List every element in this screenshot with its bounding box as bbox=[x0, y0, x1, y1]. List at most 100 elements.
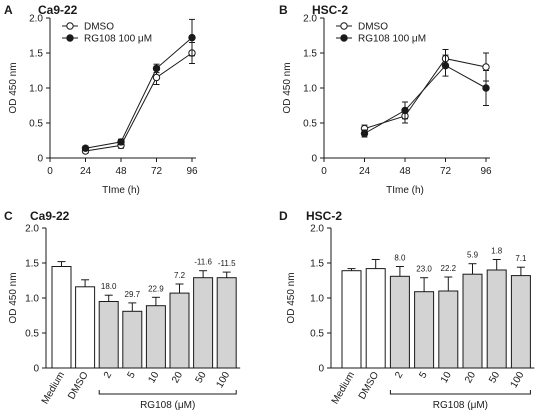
y-tick-label: 2.0 bbox=[310, 224, 324, 235]
x-tick-label: 50 bbox=[487, 370, 502, 386]
y-tick-label: 0.5 bbox=[310, 329, 324, 340]
bar bbox=[75, 286, 96, 369]
x-tick-label: 10 bbox=[146, 370, 161, 386]
legend-label: DMSO bbox=[358, 22, 388, 33]
y-axis-label: OD 450 nm bbox=[286, 272, 297, 323]
panel-letter: C bbox=[4, 209, 13, 223]
x-tick-label: 0 bbox=[47, 166, 53, 177]
x-tick-label: 72 bbox=[151, 166, 163, 177]
y-tick-label: 0 bbox=[318, 364, 324, 375]
y-axis-label: OD 450 nm bbox=[8, 272, 19, 323]
data-point bbox=[482, 84, 490, 92]
x-axis-label: TIme (h) bbox=[386, 185, 424, 196]
data-point bbox=[117, 138, 125, 146]
data-point bbox=[401, 106, 409, 115]
bar bbox=[414, 291, 435, 369]
x-tick-label: 24 bbox=[359, 166, 371, 177]
bar bbox=[122, 310, 143, 369]
data-point bbox=[441, 61, 450, 70]
bar-annotation: -11.6 bbox=[194, 258, 212, 267]
bar bbox=[51, 266, 72, 369]
x-tick-label: 20 bbox=[463, 370, 478, 386]
bar bbox=[462, 273, 483, 369]
bar bbox=[216, 277, 237, 369]
bar-annotation: 22.9 bbox=[148, 284, 164, 293]
chart-title: HSC-2 bbox=[306, 209, 342, 223]
y-tick-label: 2.0 bbox=[303, 14, 317, 25]
x-tick-label: 5 bbox=[417, 370, 430, 381]
panel-letter: A bbox=[4, 3, 13, 17]
bar-annotation: 8.0 bbox=[394, 254, 406, 263]
legend-marker bbox=[340, 34, 348, 42]
x-tick-label: 48 bbox=[115, 166, 127, 177]
y-tick-label: 1.5 bbox=[310, 259, 324, 270]
legend-marker bbox=[340, 22, 348, 30]
chart-title: Ca9-22 bbox=[38, 3, 78, 17]
data-point bbox=[81, 144, 90, 152]
series-line bbox=[364, 58, 487, 130]
legend-label: DMSO bbox=[84, 22, 114, 33]
bar-annotation: 18.0 bbox=[101, 282, 117, 291]
series-line bbox=[85, 37, 193, 149]
group-label: RG108 (μM) bbox=[433, 400, 488, 411]
y-tick-label: 0.5 bbox=[303, 119, 317, 130]
x-tick-label: 100 bbox=[214, 370, 232, 390]
group-bracket bbox=[389, 390, 531, 395]
y-tick-label: 2.0 bbox=[29, 14, 43, 25]
bar bbox=[193, 277, 214, 369]
bar-annotation: 22.2 bbox=[441, 264, 457, 273]
bar bbox=[341, 270, 362, 369]
y-tick-label: 2.0 bbox=[25, 224, 39, 235]
y-tick-label: 0 bbox=[37, 154, 43, 165]
y-tick-label: 0.5 bbox=[25, 329, 39, 340]
bar bbox=[510, 275, 531, 369]
bar-annotation: 29.7 bbox=[125, 290, 141, 299]
group-bracket bbox=[98, 390, 237, 395]
x-tick-label: 0 bbox=[321, 166, 327, 177]
x-tick-label: 24 bbox=[80, 166, 92, 177]
x-tick-label: 96 bbox=[186, 166, 198, 177]
chart-panel-b: B HSC-2 0 0.5 1.0 1.5 2.0 OD 450 nm 0 24 48 72 96 TIm… bbox=[279, 3, 492, 196]
y-tick-label: 1.0 bbox=[25, 294, 39, 305]
chart-title: Ca9-22 bbox=[30, 209, 70, 223]
bar-annotation: 7.2 bbox=[174, 271, 186, 280]
bar-annotation: -11.5 bbox=[218, 259, 236, 268]
x-tick-label: DMSO bbox=[66, 370, 91, 402]
y-tick-label: 1.5 bbox=[29, 49, 43, 60]
x-tick-label: 10 bbox=[439, 370, 454, 386]
y-tick-label: 1.5 bbox=[303, 49, 317, 60]
x-tick-label: 48 bbox=[399, 166, 411, 177]
series-line bbox=[85, 52, 193, 152]
legend-label: RG108 100 μM bbox=[358, 34, 426, 45]
bar bbox=[438, 290, 459, 369]
x-tick-label: 72 bbox=[440, 166, 452, 177]
y-tick-label: 1.5 bbox=[25, 259, 39, 270]
y-axis-label: OD 450 nm bbox=[8, 62, 19, 113]
bar bbox=[169, 292, 190, 369]
y-tick-label: 0.5 bbox=[29, 119, 43, 130]
x-tick-label: 2 bbox=[102, 370, 115, 381]
data-point bbox=[482, 63, 490, 71]
chart-panel-c: C Ca9-22 0 0.5 1.0 1.5 2.0 OD 450 nm Medium DMSO 1… bbox=[4, 209, 241, 411]
panel-letter: D bbox=[279, 209, 288, 223]
y-tick-label: 0 bbox=[311, 154, 317, 165]
y-tick-label: 1.0 bbox=[29, 84, 43, 95]
legend-marker bbox=[66, 22, 74, 30]
x-tick-label: 96 bbox=[480, 166, 492, 177]
x-tick-label: 5 bbox=[126, 370, 139, 381]
bar-annotation: 23.0 bbox=[416, 265, 432, 274]
bar bbox=[389, 275, 410, 369]
bar bbox=[486, 269, 507, 369]
x-tick-label: Medium bbox=[40, 370, 67, 406]
bar bbox=[98, 301, 119, 369]
data-point bbox=[152, 64, 161, 73]
chart-title: HSC-2 bbox=[312, 3, 348, 17]
x-tick-label: 2 bbox=[393, 370, 406, 381]
x-tick-label: 100 bbox=[509, 370, 527, 390]
y-axis-label: OD 450 nm bbox=[282, 62, 293, 113]
series-line bbox=[364, 64, 487, 134]
y-tick-label: 0 bbox=[33, 364, 39, 375]
group-label: RG108 (μM) bbox=[140, 400, 195, 411]
bar-annotation: 1.8 bbox=[491, 247, 503, 256]
